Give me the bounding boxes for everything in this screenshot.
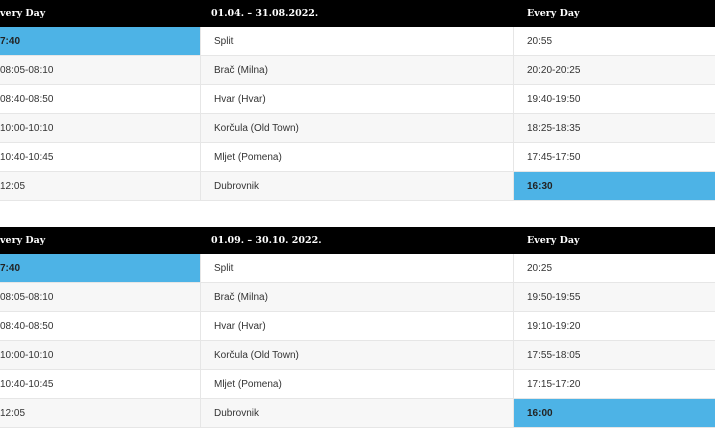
table-cell: Mljet (Pomena)	[201, 370, 514, 398]
table-cell: 10:40-10:45	[0, 370, 201, 398]
header-row: very Day 01.09. – 30.10. 2022. Every Day	[0, 227, 715, 254]
table-cell: 10:00-10:10	[0, 114, 201, 142]
table-row: 08:40-08:50 Hvar (Hvar) 19:40-19:50	[0, 85, 715, 114]
table-cell: 17:55-18:05	[527, 349, 581, 361]
header-cell: very Day	[0, 8, 46, 19]
table-cell: Brač (Milna)	[201, 283, 514, 311]
table-cell: 19:50-19:55	[527, 291, 581, 303]
table-cell: Brač (Milna)	[201, 56, 514, 84]
table-cell: Korčula (Old Town)	[201, 341, 514, 369]
table-cell: 16:00	[514, 399, 715, 427]
header-cell: 01.09. – 30.10. 2022.	[211, 235, 322, 246]
header-cell: very Day	[0, 235, 46, 246]
table-row: 10:00-10:10 Korčula (Old Town) 17:55-18:05	[0, 341, 715, 370]
table-cell: 12:05	[0, 172, 201, 200]
table-cell: Dubrovnik	[201, 399, 514, 427]
table-cell: 08:40-08:50	[0, 85, 201, 113]
timetable: very Day 01.09. – 30.10. 2022. Every Day 7:…	[0, 227, 715, 428]
header-cell: 01.04. – 31.08.2022.	[211, 8, 319, 19]
table-cell: 10:00-10:10	[0, 341, 201, 369]
table-cell: Korčula (Old Town)	[201, 114, 514, 142]
table-cell: 08:40-08:50	[0, 312, 201, 340]
table-row: 10:00-10:10 Korčula (Old Town) 18:25-18:35	[0, 114, 715, 143]
table-cell: 20:20-20:25	[527, 64, 581, 76]
table-row: 7:40 Split 20:25	[0, 254, 715, 283]
table-cell: Mljet (Pomena)	[201, 143, 514, 171]
table-cell: 20:25	[527, 262, 553, 274]
table-row: 10:40-10:45 Mljet (Pomena) 17:45-17:50	[0, 143, 715, 172]
header-cell: Every Day	[527, 8, 580, 19]
table-cell: 19:10-19:20	[527, 320, 581, 332]
table-cell: 12:05	[0, 399, 201, 427]
header-row: very Day 01.04. – 31.08.2022. Every Day	[0, 0, 715, 27]
table-cell: Split	[201, 254, 514, 282]
table-row: 12:05 Dubrovnik 16:00	[0, 399, 715, 428]
table-cell: 16:30	[514, 172, 715, 200]
table-cell: 17:45-17:50	[527, 151, 581, 163]
table-cell: 20:55	[527, 35, 553, 47]
timetable: very Day 01.04. – 31.08.2022. Every Day 7:4…	[0, 0, 715, 201]
table-cell: 08:05-08:10	[0, 283, 201, 311]
table-cell: Hvar (Hvar)	[201, 85, 514, 113]
table-cell: 7:40	[0, 254, 201, 282]
table-cell: 18:25-18:35	[527, 122, 581, 134]
table-row: 08:40-08:50 Hvar (Hvar) 19:10-19:20	[0, 312, 715, 341]
table-row: 08:05-08:10 Brač (Milna) 20:20-20:25	[0, 56, 715, 85]
table-row: 12:05 Dubrovnik 16:30	[0, 172, 715, 201]
header-cell: Every Day	[527, 235, 580, 246]
table-row: 08:05-08:10 Brač (Milna) 19:50-19:55	[0, 283, 715, 312]
table-cell: 19:40-19:50	[527, 93, 581, 105]
table-cell: Split	[201, 27, 514, 55]
table-cell: Hvar (Hvar)	[201, 312, 514, 340]
table-cell: 08:05-08:10	[0, 56, 201, 84]
table-row: 10:40-10:45 Mljet (Pomena) 17:15-17:20	[0, 370, 715, 399]
table-cell: Dubrovnik	[201, 172, 514, 200]
table-cell: 17:15-17:20	[527, 378, 581, 390]
table-cell: 7:40	[0, 27, 201, 55]
table-row: 7:40 Split 20:55	[0, 27, 715, 56]
table-cell: 10:40-10:45	[0, 143, 201, 171]
